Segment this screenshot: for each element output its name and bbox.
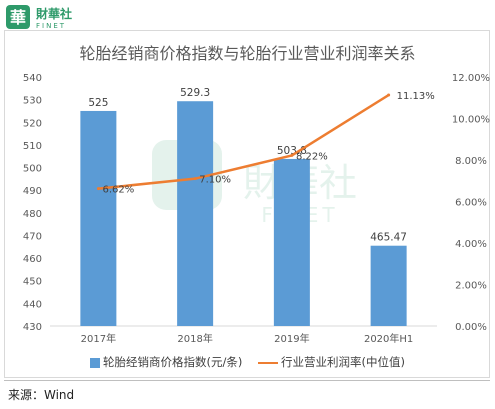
y-left-tick-label: 450 bbox=[23, 277, 42, 288]
bar-4 bbox=[370, 245, 407, 326]
y-left-tick-label: 520 bbox=[23, 118, 42, 129]
bar-label-3: 503.8 bbox=[277, 145, 307, 157]
y-left-tick-label: 540 bbox=[23, 73, 42, 84]
bar-label-1: 525 bbox=[88, 97, 108, 109]
y-left-tick-label: 430 bbox=[23, 322, 42, 333]
y-left-tick-label: 510 bbox=[23, 141, 42, 152]
bar-1 bbox=[80, 110, 117, 326]
legend: 轮胎经销商价格指数(元/条) 行业营业利润率(中位值) bbox=[0, 354, 495, 370]
plot-area: 430 440 450 460 470 480 490 500 510 520 530 540 0.00… bbox=[23, 73, 490, 345]
line-point-1 bbox=[96, 187, 100, 191]
finet-logo: 華 財華社 FINET bbox=[6, 5, 72, 30]
chart-frame bbox=[4, 30, 490, 378]
legend-item-line: 行业营业利润率(中位值) bbox=[258, 354, 405, 370]
legend-label-bars: 轮胎经销商价格指数(元/条) bbox=[103, 355, 243, 369]
y-left-tick-label: 460 bbox=[23, 254, 42, 265]
legend-swatch-line bbox=[258, 361, 279, 364]
x-tick-label: 2017年 bbox=[81, 332, 116, 345]
source-note: 来源：Wind bbox=[8, 388, 75, 402]
line-label-4: 11.13% bbox=[397, 91, 435, 102]
y-left-tick-label: 490 bbox=[23, 186, 42, 197]
line-point-2 bbox=[193, 177, 197, 181]
y-right-tick-label: 10.00% bbox=[452, 115, 490, 126]
x-tick-label: 2019年 bbox=[274, 332, 309, 345]
chart-title: 轮胎经销商价格指数与轮胎行业营业利润率关系 bbox=[79, 44, 416, 63]
y-right-tick-label: 2.00% bbox=[455, 281, 487, 292]
line-label-2: 7.10% bbox=[199, 175, 231, 186]
y-left-tick-label: 500 bbox=[23, 164, 42, 175]
x-tick-label: 2018年 bbox=[177, 332, 212, 345]
bar-2 bbox=[177, 101, 214, 326]
line-point-3 bbox=[290, 153, 294, 157]
legend-swatch-bars bbox=[90, 357, 100, 368]
y-left-tick-label: 480 bbox=[23, 209, 42, 220]
y-right-tick-label: 0.00% bbox=[455, 322, 487, 333]
legend-item-bars: 轮胎经销商价格指数(元/条) bbox=[90, 354, 242, 370]
legend-label-line: 行业营业利润率(中位值) bbox=[281, 355, 405, 369]
y-right-tick-label: 6.00% bbox=[455, 198, 487, 209]
bar-label-4: 465.47 bbox=[370, 232, 407, 244]
y-right-tick-label: 4.00% bbox=[455, 239, 487, 250]
logo-cn: 財華社 bbox=[35, 6, 72, 21]
logo-badge bbox=[6, 5, 30, 29]
bar-3 bbox=[273, 158, 310, 326]
line-label-3: 8.22% bbox=[296, 151, 328, 162]
y-left-tick-label: 530 bbox=[23, 96, 42, 107]
line-label-1: 6.62% bbox=[102, 185, 134, 196]
y-left-tick-label: 470 bbox=[23, 231, 42, 242]
y-right-tick-label: 8.00% bbox=[455, 156, 487, 167]
y-left-tick-label: 440 bbox=[23, 299, 42, 310]
logo-en: FINET bbox=[36, 22, 66, 30]
profit-margin-line bbox=[98, 93, 390, 190]
y-right-tick-label: 12.00% bbox=[452, 73, 490, 84]
x-tick-label: 2020年H1 bbox=[364, 332, 413, 345]
line-point-4 bbox=[387, 93, 391, 97]
bar-label-2: 529.3 bbox=[180, 87, 210, 99]
logo-glyph: 華 bbox=[10, 8, 26, 27]
source-divider bbox=[4, 380, 490, 381]
